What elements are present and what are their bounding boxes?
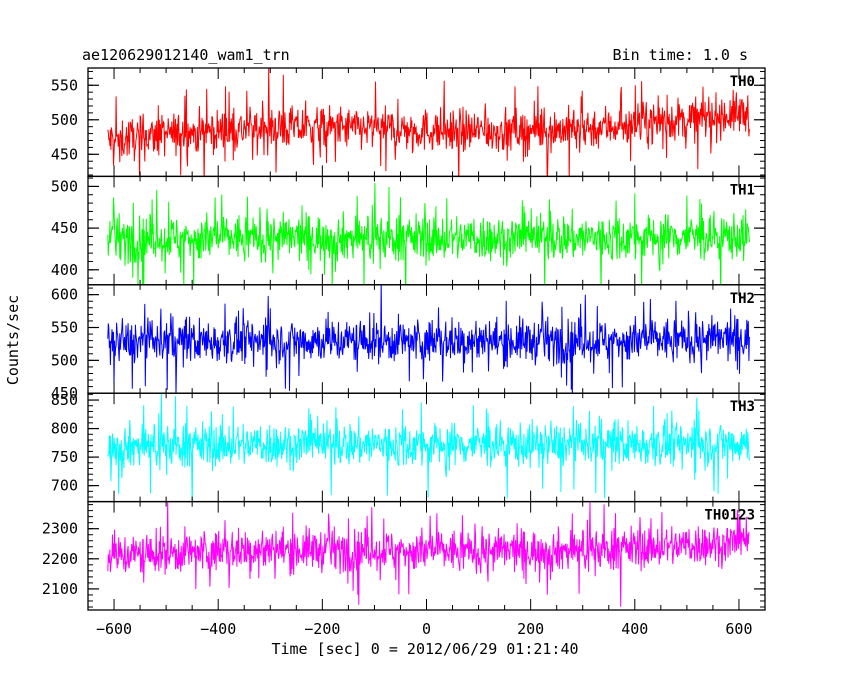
y-tick-label: 450: [51, 384, 78, 402]
x-tick-label: 0: [422, 620, 431, 638]
bin-time-label: Bin time: 1.0 s: [613, 46, 748, 64]
y-tick-label: 850: [51, 391, 78, 409]
series-line-th1: [107, 182, 750, 285]
panel-th3: 700 750 800 850 TH3: [51, 391, 766, 503]
y-axis-label: Counts/sec: [4, 295, 22, 385]
panel-label-th0123: TH0123: [704, 508, 755, 524]
y-tick-label: 550: [51, 319, 78, 337]
y-tick-label: 400: [51, 261, 78, 279]
x-axis-label: Time [sec] 0 = 2012/06/29 01:21:40: [271, 640, 578, 658]
x-tick-label: −400: [200, 620, 236, 638]
panel-label-th1: TH1: [730, 182, 755, 198]
panel-th1: 400 450 500 TH1: [51, 175, 766, 286]
y-tick-label: 500: [51, 111, 78, 129]
x-tick-label: −600: [96, 620, 132, 638]
panel-th2: 450 500 550 600 TH2: [51, 284, 766, 402]
panel-label-th0: TH0: [730, 74, 755, 90]
x-tick-label: 200: [517, 620, 544, 638]
y-tick-label: 500: [51, 351, 78, 369]
y-tick-label: 700: [51, 477, 78, 495]
x-tick-label: 400: [621, 620, 648, 638]
y-tick-label: 450: [51, 219, 78, 237]
y-tick-label: 600: [51, 286, 78, 304]
y-tick-label: 2300: [42, 520, 78, 538]
series-line-th0123: [107, 501, 750, 607]
y-tick-label: 750: [51, 448, 78, 466]
series-line-th3: [107, 393, 750, 502]
y-tick-label: 450: [51, 145, 78, 163]
y-tick-label: 2100: [42, 580, 78, 598]
chart-title: ae120629012140_wam1_trn: [82, 46, 290, 64]
series-line-th2: [107, 284, 750, 394]
panel-label-th2: TH2: [730, 291, 755, 307]
x-tick-label: −200: [304, 620, 340, 638]
panel-th0123: 2100 2200 2300 TH0123: [42, 500, 766, 611]
y-tick-label: 800: [51, 420, 78, 438]
panel-label-th3: TH3: [730, 399, 755, 415]
series-line-th0: [107, 68, 750, 177]
y-tick-label: 500: [51, 177, 78, 195]
y-tick-label: 550: [51, 76, 78, 94]
x-tick-label: 600: [725, 620, 752, 638]
panel-th0: 450 500 550 TH0: [51, 67, 766, 178]
y-tick-label: 2200: [42, 550, 78, 568]
